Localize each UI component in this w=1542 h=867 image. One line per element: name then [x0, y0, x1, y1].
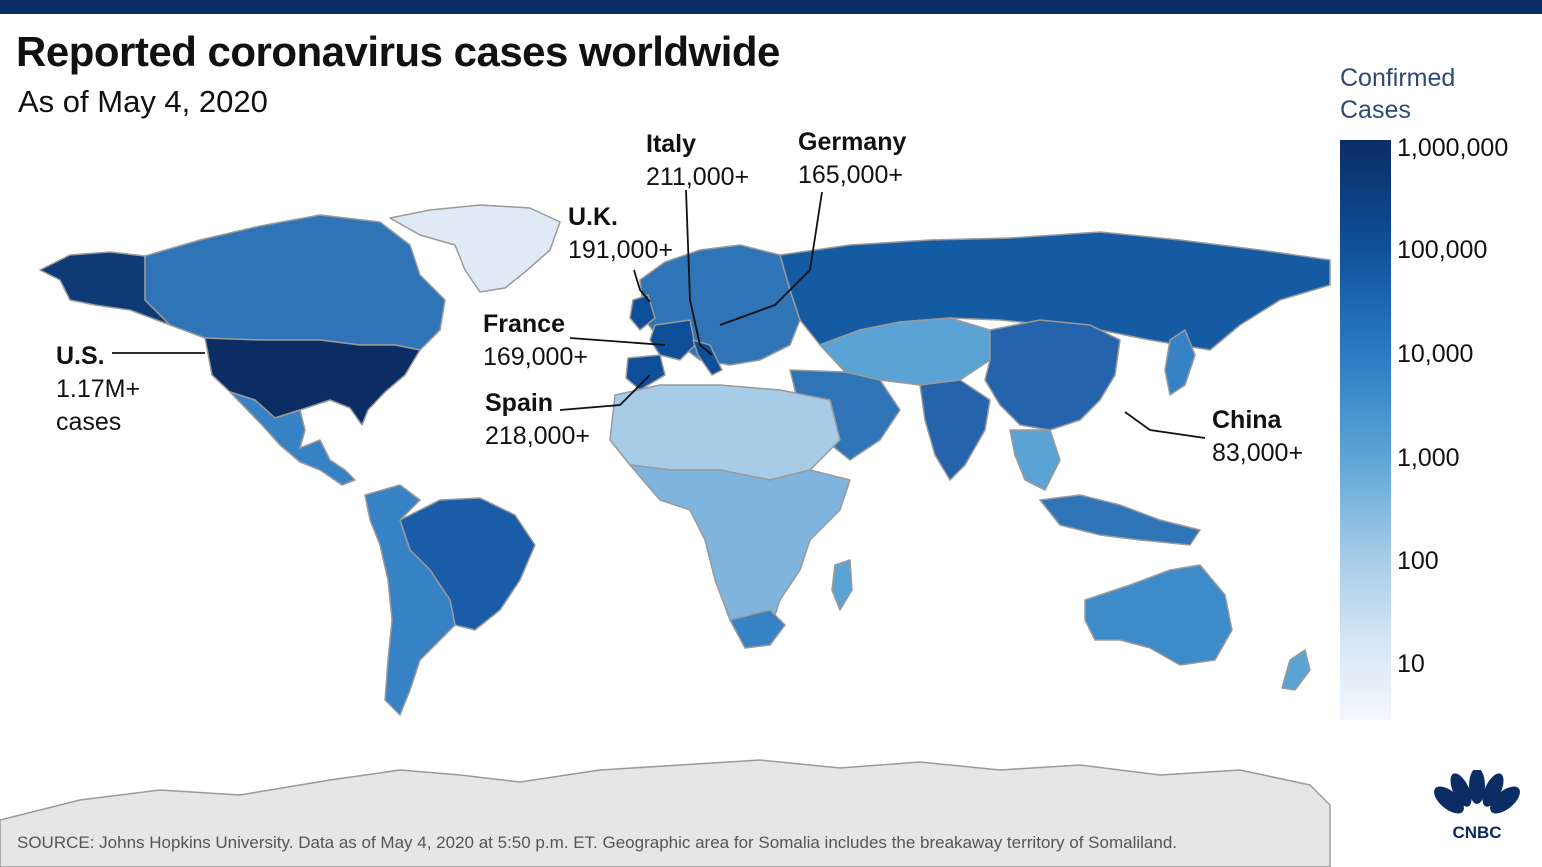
germany-callout-name: Germany	[798, 128, 907, 156]
new-zealand-region	[1281, 649, 1311, 691]
china-region	[984, 319, 1121, 431]
germany-callout-line	[719, 191, 823, 326]
france-callout-name: France	[483, 310, 565, 338]
legend-tick-100000: 100,000	[1397, 236, 1488, 264]
legend-tick-1000000: 1,000,000	[1397, 134, 1509, 162]
australia-region	[1084, 564, 1233, 666]
spain-callout: Spain 218,000+	[485, 387, 590, 453]
china-callout-line	[1124, 411, 1206, 439]
germany-callout: Germany 165,000+	[798, 126, 906, 192]
france-callout-value: 169,000+	[483, 343, 588, 371]
italy-callout-value: 211,000+	[646, 163, 750, 191]
spain-callout-value: 218,000+	[485, 422, 590, 450]
source-note: SOURCE: Johns Hopkins University. Data a…	[17, 833, 1178, 852]
southeast-asia-region	[1009, 429, 1061, 491]
andes-region	[364, 484, 456, 716]
legend-color-scale	[1340, 140, 1391, 720]
legend-tick-100: 100	[1397, 547, 1439, 575]
spain-callout-name: Spain	[485, 389, 554, 417]
legend-tick-1000: 1,000	[1397, 444, 1460, 472]
page-title: Reported coronavirus cases worldwide	[16, 28, 780, 75]
indonesia-region	[1039, 494, 1201, 546]
us-callout-value: 1.17M+	[56, 375, 141, 403]
france-callout-line	[569, 337, 666, 346]
china-callout-value: 83,000+	[1212, 439, 1304, 467]
spain-callout-line	[559, 374, 651, 411]
uk-callout-line	[633, 269, 651, 303]
greenland-region	[389, 204, 561, 293]
us-callout: U.S. 1.17M+ cases	[56, 340, 140, 439]
central-africa-region	[629, 464, 851, 646]
italy-callout: Italy 211,000+	[646, 128, 749, 194]
legend-title: Confirmed Cases	[1340, 64, 1456, 124]
usa-region	[204, 337, 421, 426]
china-callout-name: China	[1212, 406, 1282, 434]
france-region	[649, 319, 696, 361]
north-africa-region	[609, 384, 841, 481]
china-callout: China 83,000+	[1212, 404, 1303, 470]
svg-text:CNBC: CNBC	[1452, 823, 1501, 840]
italy-callout-line	[685, 189, 713, 356]
spain-region	[625, 354, 666, 391]
madagascar-region	[831, 559, 853, 611]
top-banner-bar	[0, 0, 1542, 14]
italy-callout-name: Italy	[646, 130, 697, 158]
legend-tick-10: 10	[1397, 650, 1425, 678]
india-region	[919, 379, 991, 481]
uk-callout: U.K. 191,000+	[568, 201, 673, 267]
canada-region	[144, 214, 446, 351]
germany-callout-value: 165,000+	[798, 161, 903, 189]
page-subtitle: As of May 4, 2020	[18, 84, 268, 119]
antarctica-region	[0, 759, 1331, 867]
us-callout-extra: cases	[56, 408, 122, 436]
mexico-region	[229, 391, 356, 486]
japan-region	[1164, 329, 1196, 396]
peacock-icon: CNBC	[1434, 770, 1520, 840]
south-africa-region	[729, 609, 786, 649]
uk-callout-value: 191,000+	[568, 236, 673, 264]
france-callout: France 169,000+	[483, 308, 588, 374]
us-callout-name: U.S.	[56, 342, 105, 370]
italy-region	[692, 339, 723, 376]
legend-tick-10000: 10,000	[1397, 340, 1474, 368]
uk-callout-name: U.K.	[568, 203, 618, 231]
